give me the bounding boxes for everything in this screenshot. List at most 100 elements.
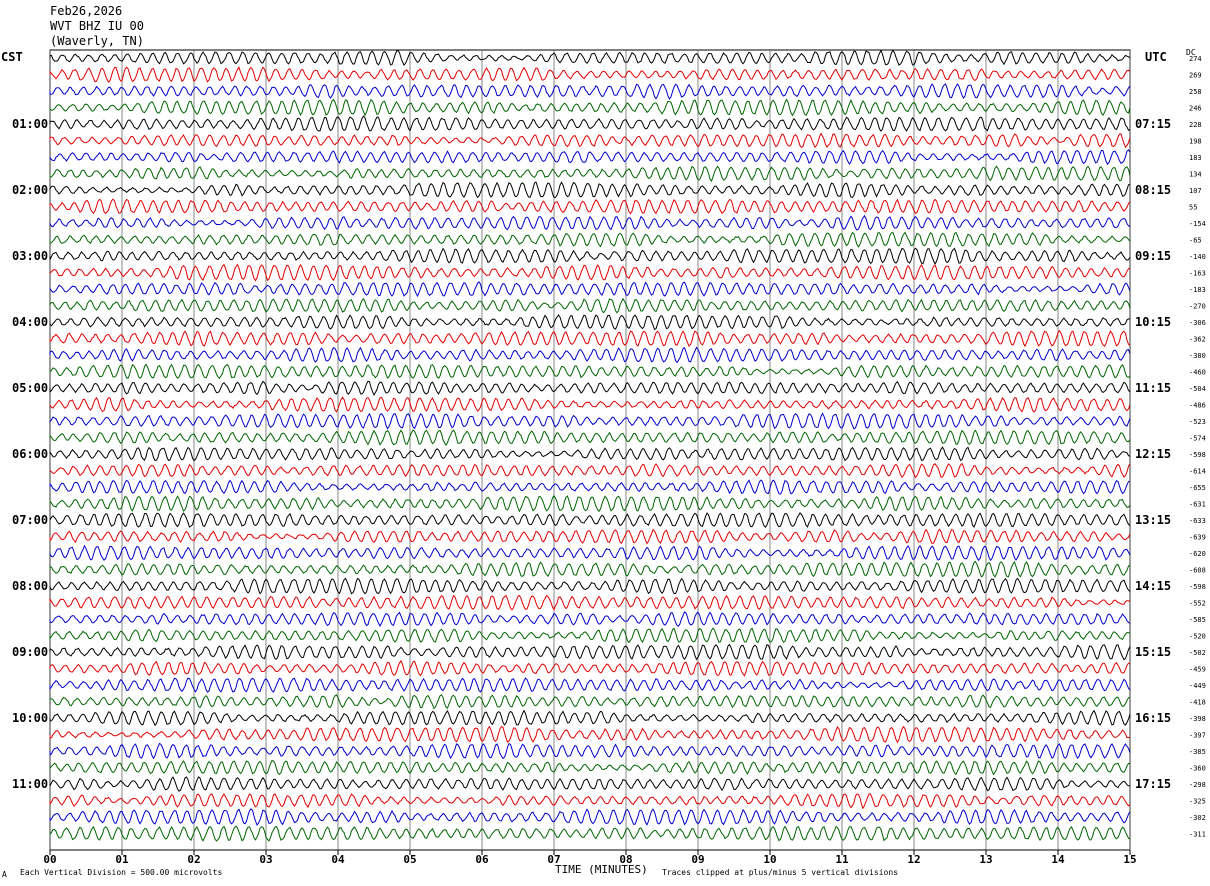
dc-offset-value: -325 — [1189, 798, 1206, 806]
dc-offset-header: DC — [1186, 48, 1196, 57]
seismic-trace — [49, 627, 1131, 644]
dc-offset-value: -163 — [1189, 270, 1206, 278]
dc-offset-value: -520 — [1189, 633, 1206, 641]
dc-offset-value: 183 — [1189, 154, 1202, 162]
seismic-trace — [49, 297, 1131, 314]
dc-offset-value: -523 — [1189, 418, 1206, 426]
clip-note: Traces clipped at plus/minus 5 vertical … — [662, 868, 899, 877]
dc-offset-value: -639 — [1189, 534, 1206, 542]
plot-date: Feb26,2026 — [50, 4, 123, 18]
right-hour-label: 13:15 — [1135, 513, 1171, 527]
x-tick-label: 00 — [43, 853, 56, 866]
seismic-trace — [49, 165, 1131, 183]
dc-offset-value: -585 — [1189, 616, 1206, 624]
dc-offset-value: -397 — [1189, 732, 1206, 740]
seismic-trace — [49, 793, 1131, 810]
scale-note: Each Vertical Division = 500.00 microvol… — [20, 868, 223, 877]
station-code: WVT BHZ IU 00 — [50, 19, 144, 33]
dc-offset-value: -362 — [1189, 336, 1206, 344]
seismic-trace — [49, 98, 1131, 117]
seismic-trace — [49, 429, 1131, 447]
x-tick-label: 01 — [115, 853, 129, 866]
left-hour-label: 09:00 — [12, 645, 48, 659]
seismic-trace — [49, 363, 1131, 380]
dc-offset-value: -504 — [1189, 385, 1206, 393]
dc-offset-value: -460 — [1189, 369, 1206, 377]
left-hour-label: 05:00 — [12, 381, 48, 395]
left-hour-label: 06:00 — [12, 447, 48, 461]
dc-offset-value: 55 — [1189, 204, 1197, 212]
dc-offset-value: -154 — [1189, 220, 1206, 228]
x-tick-label: 04 — [331, 853, 345, 866]
station-location: (Waverly, TN) — [50, 34, 144, 48]
seismic-trace — [49, 329, 1131, 348]
seismic-trace — [49, 479, 1131, 495]
dc-offset-value: 107 — [1189, 187, 1202, 195]
left-hour-label: 02:00 — [12, 183, 48, 197]
right-hour-label: 15:15 — [1135, 645, 1171, 659]
seismic-trace — [49, 693, 1131, 710]
x-tick-label: 11 — [835, 853, 849, 866]
x-tick-label: 08 — [619, 853, 632, 866]
left-hour-label: 07:00 — [12, 513, 48, 527]
seismic-trace — [49, 494, 1131, 513]
seismic-trace — [49, 446, 1131, 462]
seismic-trace — [49, 83, 1131, 100]
right-hour-label: 12:15 — [1135, 447, 1171, 461]
left-hour-label: 01:00 — [12, 117, 48, 131]
seismic-trace — [49, 725, 1131, 744]
dc-offset-value: -270 — [1189, 303, 1206, 311]
seismic-trace — [49, 115, 1131, 132]
dc-offset-value: -418 — [1189, 699, 1206, 707]
seismic-trace — [49, 462, 1131, 479]
right-hour-label: 11:15 — [1135, 381, 1171, 395]
dc-offset-value: -380 — [1189, 352, 1206, 360]
dc-offset-value: -360 — [1189, 765, 1206, 773]
left-hour-label: 08:00 — [12, 579, 48, 593]
seismic-trace — [49, 643, 1131, 661]
seismic-trace — [49, 231, 1131, 248]
dc-offset-value: 269 — [1189, 72, 1202, 80]
dc-offset-value: -598 — [1189, 451, 1206, 459]
dc-offset-value: -631 — [1189, 501, 1206, 509]
seismic-trace — [49, 314, 1131, 331]
left-hour-label: 03:00 — [12, 249, 48, 263]
seismic-trace — [49, 594, 1131, 611]
dc-offset-value: 274 — [1189, 55, 1202, 63]
left-hour-label: 11:00 — [12, 777, 48, 791]
x-tick-label: 13 — [979, 853, 992, 866]
dc-offset-value: -614 — [1189, 468, 1206, 476]
seismic-trace — [49, 412, 1131, 430]
x-tick-label: 07 — [547, 853, 560, 866]
dc-offset-value: -486 — [1189, 402, 1206, 410]
dc-offset-value: -608 — [1189, 567, 1206, 575]
dc-offset-value: -298 — [1189, 781, 1206, 789]
seismic-trace — [49, 709, 1131, 727]
seismic-trace — [49, 132, 1131, 149]
dc-offset-value: -502 — [1189, 649, 1206, 657]
right-hour-label: 09:15 — [1135, 249, 1171, 263]
seismic-trace — [49, 396, 1131, 413]
dc-offset-value: 134 — [1189, 171, 1202, 179]
corner-mark: A — [2, 870, 7, 879]
dc-offset-value: 228 — [1189, 121, 1202, 129]
seismic-trace — [49, 66, 1131, 83]
seismic-trace — [49, 677, 1131, 693]
dc-offset-value: -552 — [1189, 600, 1206, 608]
dc-offset-value: -306 — [1189, 319, 1206, 327]
seismic-trace — [49, 380, 1131, 396]
dc-offset-value: -398 — [1189, 715, 1206, 723]
right-hour-label: 17:15 — [1135, 777, 1171, 791]
seismic-trace — [49, 263, 1131, 282]
seismic-trace — [49, 247, 1131, 266]
seismic-trace — [49, 214, 1131, 231]
dc-offset-value: -385 — [1189, 748, 1206, 756]
dc-offset-value: -449 — [1189, 682, 1206, 690]
seismic-trace — [49, 49, 1131, 66]
x-tick-label: 12 — [907, 853, 920, 866]
dc-offset-value: -65 — [1189, 237, 1202, 245]
dc-offset-value: 198 — [1189, 138, 1202, 146]
x-tick-label: 15 — [1123, 853, 1136, 866]
seismic-trace — [49, 149, 1131, 166]
